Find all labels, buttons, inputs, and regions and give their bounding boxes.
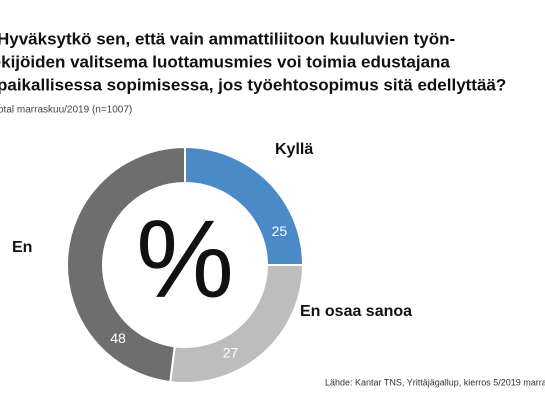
center-label: % — [136, 198, 234, 321]
category-label: Kyllä — [275, 141, 313, 158]
value-label: 48 — [110, 330, 126, 346]
title: Hyväksytkö sen, että vain ammattiliitoon… — [0, 29, 506, 94]
category-label: En — [12, 239, 32, 256]
title-line: tekijöiden valitsema luottamusmies voi t… — [0, 52, 450, 71]
title-line: Hyväksytkö sen, että vain ammattiliitoon… — [0, 29, 455, 48]
category-label: En osaa sanoa — [300, 303, 412, 320]
subtitle: Total marraskuu/2019 (n=1007) — [0, 105, 132, 116]
value-label: 25 — [272, 223, 288, 239]
title-line: paikallisessa sopimisessa, jos työehtoso… — [0, 75, 506, 94]
value-label: 27 — [223, 345, 239, 361]
donut-segment — [66, 145, 186, 384]
source: Lähde: Kantar TNS, Yrittäjägallup, kierr… — [325, 377, 545, 387]
